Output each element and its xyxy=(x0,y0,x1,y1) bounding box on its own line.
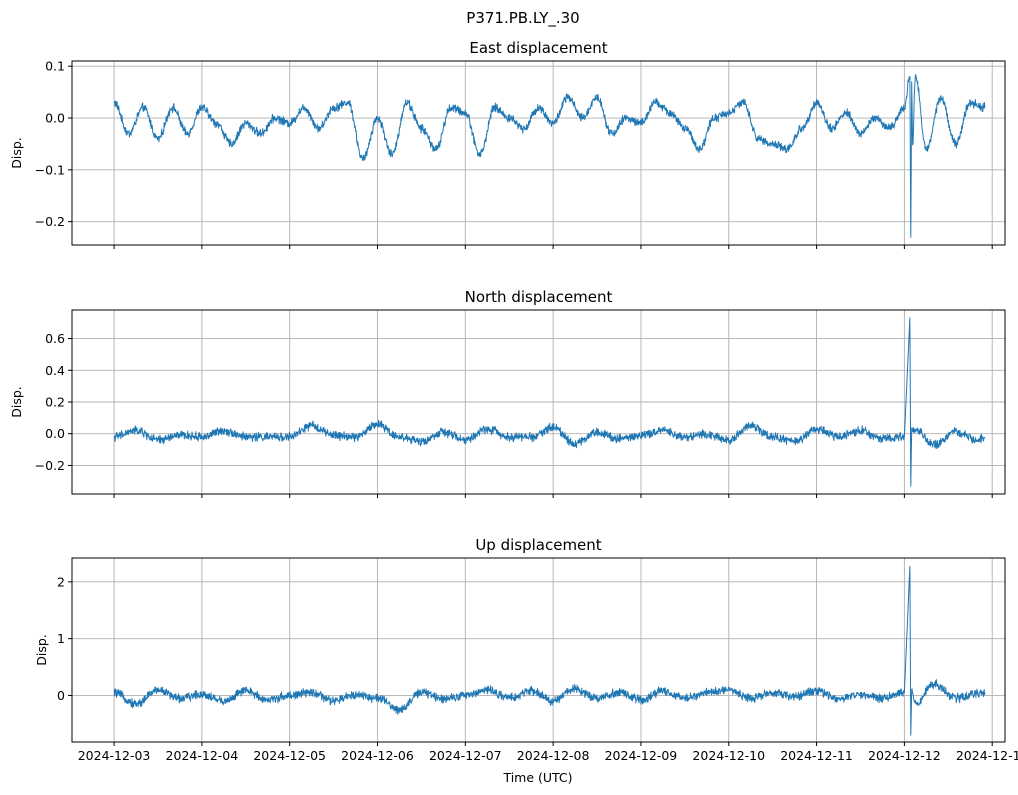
up-y-tick-label: 1 xyxy=(57,631,65,646)
up-series-line xyxy=(113,566,986,736)
up-panel: 0 1 2 2024-12-03 2024-12-04 2024-12-05 2024-12… xyxy=(34,536,1018,763)
up-x-tick-label: 2024-12-08 xyxy=(517,748,590,763)
up-x-tick-label: 2024-12-03 xyxy=(78,748,151,763)
east-y-tick-label: −0.2 xyxy=(35,214,65,229)
north-y-tick-label: −0.2 xyxy=(35,458,65,473)
east-y-tick-label: 0.1 xyxy=(45,59,65,74)
x-axis-label: Time (UTC) xyxy=(502,770,572,785)
up-axes-frame xyxy=(71,557,1006,743)
up-x-tick-label: 2024-12-09 xyxy=(605,748,678,763)
north-panel-title: North displacement xyxy=(465,288,613,306)
up-panel-title: Up displacement xyxy=(475,536,601,554)
north-panel: −0.2 0.0 0.2 0.4 0.6 North displacement Disp. xyxy=(9,288,1006,498)
up-x-tick-label: 2024-12-12 xyxy=(868,748,941,763)
north-y-tick-label: 0.0 xyxy=(45,426,65,441)
up-x-tick-label: 2024-12-13 xyxy=(956,748,1018,763)
up-y-axis-label: Disp. xyxy=(34,634,49,666)
north-y-tick-label: 0.6 xyxy=(45,331,65,346)
up-y-tick-label: 0 xyxy=(57,688,65,703)
east-panel: −0.2 −0.1 0.0 0.1 East displacement Disp. xyxy=(9,39,1006,249)
east-axes-frame xyxy=(71,60,1006,246)
east-y-tick-label: 0.0 xyxy=(45,111,65,126)
up-x-tick-label: 2024-12-07 xyxy=(429,748,502,763)
east-panel-title: East displacement xyxy=(469,39,607,57)
up-x-tick-label: 2024-12-05 xyxy=(253,748,326,763)
east-series-line xyxy=(113,73,986,238)
east-y-tick-label: −0.1 xyxy=(35,162,65,177)
figure-title: P371.PB.LY_.30 xyxy=(466,9,579,28)
up-y-tick-label: 2 xyxy=(57,574,65,589)
up-x-tick-label: 2024-12-04 xyxy=(166,748,239,763)
north-y-tick-label: 0.2 xyxy=(45,395,65,410)
up-x-tick-label: 2024-12-10 xyxy=(692,748,765,763)
north-y-tick-label: 0.4 xyxy=(45,363,65,378)
north-series-line xyxy=(113,317,986,487)
up-x-tick-label: 2024-12-06 xyxy=(341,748,414,763)
up-x-tick-label: 2024-12-11 xyxy=(780,748,853,763)
north-y-axis-label: Disp. xyxy=(9,386,24,418)
east-y-axis-label: Disp. xyxy=(9,137,24,169)
